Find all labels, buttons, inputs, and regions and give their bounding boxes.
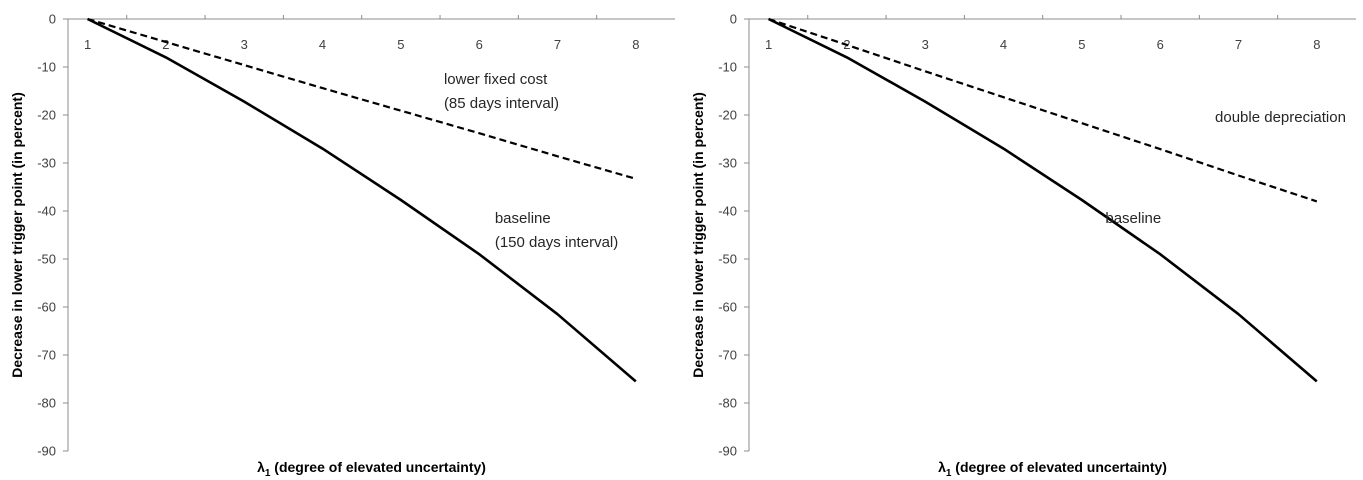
y-tick-label: -40 <box>37 204 56 219</box>
chart-panel-left: 0 -10 -20 -30 -40 -50 -60 -70 -80 -90 1 2 3 4 5 6 7 8 lowe… <box>9 12 675 479</box>
y-tick-label: -80 <box>718 396 737 411</box>
x-tick-label: 7 <box>1235 37 1242 52</box>
x-axis-title: λ1 (degree of elevated uncertainty) <box>938 459 1167 479</box>
x-axis-title-text: (degree of elevated uncertainty) <box>951 459 1167 475</box>
y-tick-label: -50 <box>718 252 737 267</box>
line-chart-right: 0-10-20-30-40-50-60-70-80-901 2 3 4 5 6 7 8doub… <box>690 12 1356 479</box>
y-tick-label: -30 <box>37 156 56 171</box>
y-tick-label: 0 <box>730 12 737 27</box>
x-axis-title-subscript: 1 <box>265 468 271 479</box>
y-tick-label: -70 <box>37 348 56 363</box>
x-axis-title-text: (degree of elevated uncertainty) <box>270 459 486 475</box>
curve-annotation: baseline (150 days interval) <box>495 210 618 251</box>
y-tick-label: -70 <box>718 348 737 363</box>
x-tick-label: 2 <box>162 37 169 52</box>
y-tick-label: -10 <box>37 60 56 75</box>
x-tick-label: 8 <box>632 37 639 52</box>
y-tick-label: -20 <box>37 108 56 123</box>
x-tick-label: 3 <box>241 37 248 52</box>
y-tick-label: -90 <box>718 444 737 459</box>
y-tick-label: 0 <box>49 12 56 27</box>
y-tick-label: -60 <box>37 300 56 315</box>
curve-annotation: lower fixed cost (85 days interval) <box>444 71 559 112</box>
x-tick-label: 5 <box>1078 37 1085 52</box>
curve-annotation-line: lower fixed cost <box>444 71 548 88</box>
dashed-series-line <box>768 17 1318 203</box>
curve-annotation-line: (85 days interval) <box>444 95 559 112</box>
chart-panel-right: 0 -10 -20 -30 -40 -50 -60 -70 -80 -90 1 2 3 4 5 6 7 8 doub… <box>681 0 1363 480</box>
baseline-series-line <box>87 17 637 383</box>
y-tick-label: -90 <box>37 444 56 459</box>
y-axis-title: Decrease in lower trigger point (in perc… <box>9 92 25 378</box>
x-tick-label: 6 <box>476 37 483 52</box>
curve-annotation-line: baseline <box>1105 210 1161 227</box>
x-tick-label: 7 <box>554 37 561 52</box>
x-axis-title-symbol: λ <box>938 459 946 475</box>
curve-annotation: double depreciation <box>1215 109 1346 126</box>
y-tick-label: -50 <box>37 252 56 267</box>
y-tick-label: -30 <box>718 156 737 171</box>
dashed-series-line <box>87 17 637 180</box>
y-tick-label: -40 <box>718 204 737 219</box>
x-tick-label: 8 <box>1313 37 1320 52</box>
y-tick-label: -60 <box>718 300 737 315</box>
x-tick-label: 4 <box>1000 37 1007 52</box>
y-tick-label: -80 <box>37 396 56 411</box>
curve-annotation: baseline <box>1105 210 1161 227</box>
x-axis-title-subscript: 1 <box>946 468 952 479</box>
y-axis-title: Decrease in lower trigger point (in perc… <box>690 92 706 378</box>
y-tick-label: -10 <box>718 60 737 75</box>
x-tick-label: 6 <box>1157 37 1164 52</box>
y-tick-label: -20 <box>718 108 737 123</box>
x-tick-label: 4 <box>319 37 326 52</box>
x-tick-label: 5 <box>397 37 404 52</box>
baseline-series-line <box>768 17 1318 383</box>
line-chart-left: 0 -10 -20 -30 -40 -50 -60 -70 -80 -90 1 2 3 4 5 6 7 8 lowe… <box>9 12 675 479</box>
x-tick-label: 1 <box>84 37 91 52</box>
x-tick-label: 1 <box>765 37 772 52</box>
curve-annotation-line: (150 days interval) <box>495 234 618 251</box>
x-axis-title: λ1 (degree of elevated uncertainty) <box>257 459 486 479</box>
curve-annotation-line: double depreciation <box>1215 109 1346 126</box>
curve-annotation-line: baseline <box>495 210 551 227</box>
x-tick-label: 3 <box>922 37 929 52</box>
x-axis-title-symbol: λ <box>257 459 265 475</box>
